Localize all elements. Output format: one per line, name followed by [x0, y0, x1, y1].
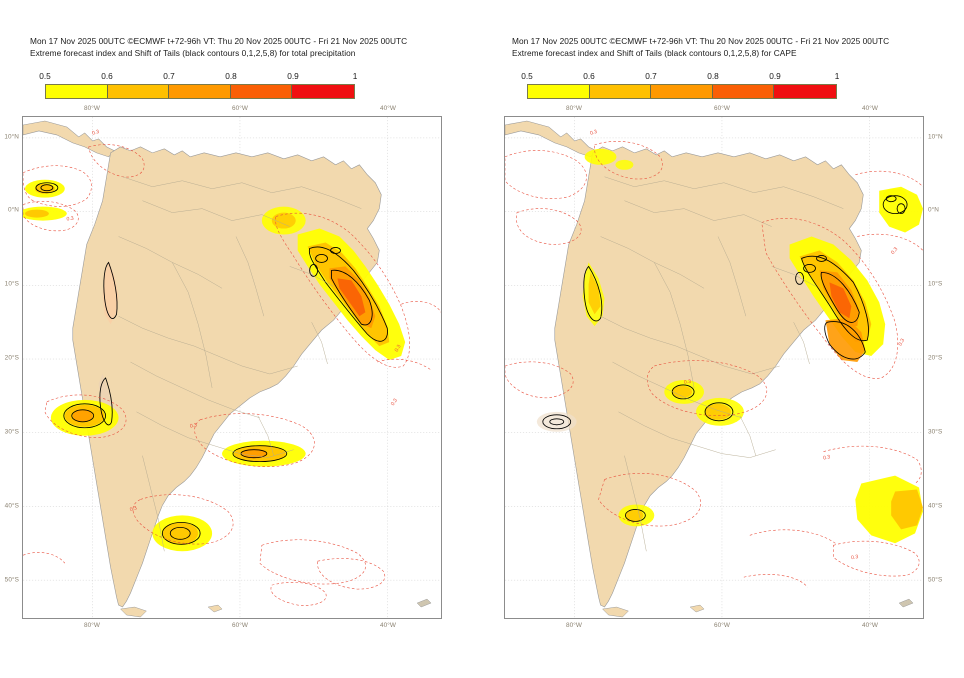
lat-label-30S: 30°S [4, 428, 19, 436]
colorbar-band-3-cape [712, 85, 775, 98]
sot-dashed-contours [23, 144, 441, 606]
lat-label-0N-cape: 0°N [928, 206, 940, 214]
svg-text:0.3: 0.3 [851, 554, 859, 561]
panel-title-line-1-cape: Mon 17 Nov 2025 00UTC ©ECMWF t+72-96h VT… [512, 36, 890, 46]
svg-text:0.3: 0.3 [390, 398, 399, 407]
lat-label-10N-cape: 10°N [928, 133, 943, 141]
lon-label-bottom-40W: 40°W [379, 622, 397, 629]
colorbar-tick-2-cape: 0.7 [645, 71, 657, 81]
colorbar-band-4 [292, 85, 354, 98]
svg-text:0.3: 0.3 [91, 129, 100, 137]
colorbar-band-2 [169, 85, 231, 98]
panel-title-block: Mon 17 Nov 2025 00UTC ©ECMWF t+72-96h VT… [30, 36, 470, 59]
colorbar-tick-5: 1 [352, 71, 358, 81]
lon-label-bottom-60W: 60°W [231, 622, 249, 629]
colorbar-tick-1-cape: 0.6 [583, 71, 595, 81]
lon-label-bottom-60W-cape: 60°W [713, 622, 731, 629]
lat-label-50S: 50°S [4, 576, 19, 584]
sot-contour-labels: 0.3 0.3 0.3 0.3 0.3 0.3 [66, 129, 402, 513]
landmass [23, 120, 432, 618]
sot-contours-cape [542, 195, 908, 522]
lon-label-top-80W-cape: 80°W [565, 105, 583, 112]
lat-label-10S: 10°S [4, 280, 19, 288]
country-borders-cape [600, 176, 844, 552]
svg-text:0.3: 0.3 [683, 379, 691, 386]
lon-label-top-80W: 80°W [83, 105, 101, 112]
panel-total-precipitation: Mon 17 Nov 2025 00UTC ©ECMWF t+72-96h VT… [4, 36, 470, 629]
svg-text:0.3: 0.3 [394, 344, 403, 353]
colorbar-band-2-cape [651, 85, 713, 98]
map-canvas-cape: 0.3 0.3 0.3 0.3 0.3 0.3 [505, 117, 923, 618]
svg-text:0.3: 0.3 [898, 338, 907, 347]
colorbar-tick-4: 0.9 [287, 71, 299, 81]
lat-label-10S-cape: 10°S [928, 280, 943, 288]
lon-label-top-60W: 60°W [231, 105, 249, 112]
lat-label-20S: 20°S [4, 354, 19, 362]
colorbar-band-0-cape [528, 85, 590, 98]
lat-label-40S: 40°S [4, 502, 19, 510]
panel-title-line-1: Mon 17 Nov 2025 00UTC ©ECMWF t+72-96h VT… [30, 36, 408, 46]
lat-label-20S-cape: 20°S [928, 354, 943, 362]
lon-label-bottom-40W-cape: 40°W [861, 622, 879, 629]
sot-dashed-contours-cape [505, 141, 923, 588]
map-total-precipitation[interactable]: 0.3 0.3 0.3 0.3 0.3 0.3 [22, 116, 442, 619]
lon-label-bottom-80W-cape: 80°W [565, 622, 583, 629]
landmass-cape [505, 120, 914, 618]
colorbar-bands [45, 84, 355, 99]
map-canvas: 0.3 0.3 0.3 0.3 0.3 0.3 [23, 117, 441, 618]
svg-text:0.3: 0.3 [589, 129, 598, 137]
svg-text:0.3: 0.3 [66, 216, 74, 223]
svg-text:0.3: 0.3 [890, 246, 899, 255]
colorbar-band-3 [230, 85, 293, 98]
colorbar-tick-3: 0.8 [225, 71, 237, 81]
panel-title-line-2: Extreme forecast index and Shift of Tail… [30, 47, 356, 58]
lat-label-0N: 0°N [7, 206, 19, 214]
colorbar-band-1 [107, 85, 170, 98]
lon-label-top-60W-cape: 60°W [713, 105, 731, 112]
lat-label-50S-cape: 50°S [928, 576, 943, 584]
panel-title-line-2-cape: Extreme forecast index and Shift of Tail… [512, 47, 797, 58]
colorbar: 0.5 0.6 0.7 0.8 0.9 1 [39, 71, 357, 99]
country-borders [118, 176, 362, 552]
lon-label-bottom-80W: 80°W [83, 622, 101, 629]
colorbar-ticks: 0.5 0.6 0.7 0.8 0.9 1 [39, 71, 358, 83]
lon-label-top-40W: 40°W [379, 105, 397, 112]
lat-label-10N: 10°N [4, 133, 19, 141]
svg-text:0.3: 0.3 [129, 505, 138, 513]
lat-label-40S-cape: 40°S [928, 502, 943, 510]
svg-text:0.3: 0.3 [189, 422, 197, 429]
colorbar-bands-cape [527, 84, 837, 99]
lat-label-30S-cape: 30°S [928, 428, 943, 436]
sot-contours [35, 182, 388, 545]
colorbar-band-4-cape [774, 85, 836, 98]
colorbar-tick-1: 0.6 [101, 71, 113, 81]
lon-label-top-40W-cape: 40°W [861, 105, 879, 112]
colorbar-tick-5-cape: 1 [834, 71, 840, 81]
colorbar-band-0 [46, 85, 108, 98]
colorbar-cape: 0.5 0.6 0.7 0.8 0.9 1 [521, 71, 839, 99]
map-cape[interactable]: 0.3 0.3 0.3 0.3 0.3 0.3 [504, 116, 924, 619]
efi-shading-cape [536, 148, 923, 544]
colorbar-band-1-cape [589, 85, 652, 98]
colorbar-tick-2: 0.7 [163, 71, 175, 81]
colorbar-tick-3-cape: 0.8 [707, 71, 719, 81]
colorbar-tick-4-cape: 0.9 [769, 71, 781, 81]
sot-contour-labels-cape: 0.3 0.3 0.3 0.3 0.3 0.3 [589, 129, 906, 561]
colorbar-tick-0: 0.5 [39, 71, 51, 81]
panel-title-block-cape: Mon 17 Nov 2025 00UTC ©ECMWF t+72-96h VT… [512, 36, 952, 59]
panel-cape: Mon 17 Nov 2025 00UTC ©ECMWF t+72-96h VT… [482, 0, 964, 678]
colorbar-ticks-cape: 0.5 0.6 0.7 0.8 0.9 1 [521, 71, 840, 83]
svg-text:0.3: 0.3 [823, 454, 831, 461]
colorbar-tick-0-cape: 0.5 [521, 71, 533, 81]
